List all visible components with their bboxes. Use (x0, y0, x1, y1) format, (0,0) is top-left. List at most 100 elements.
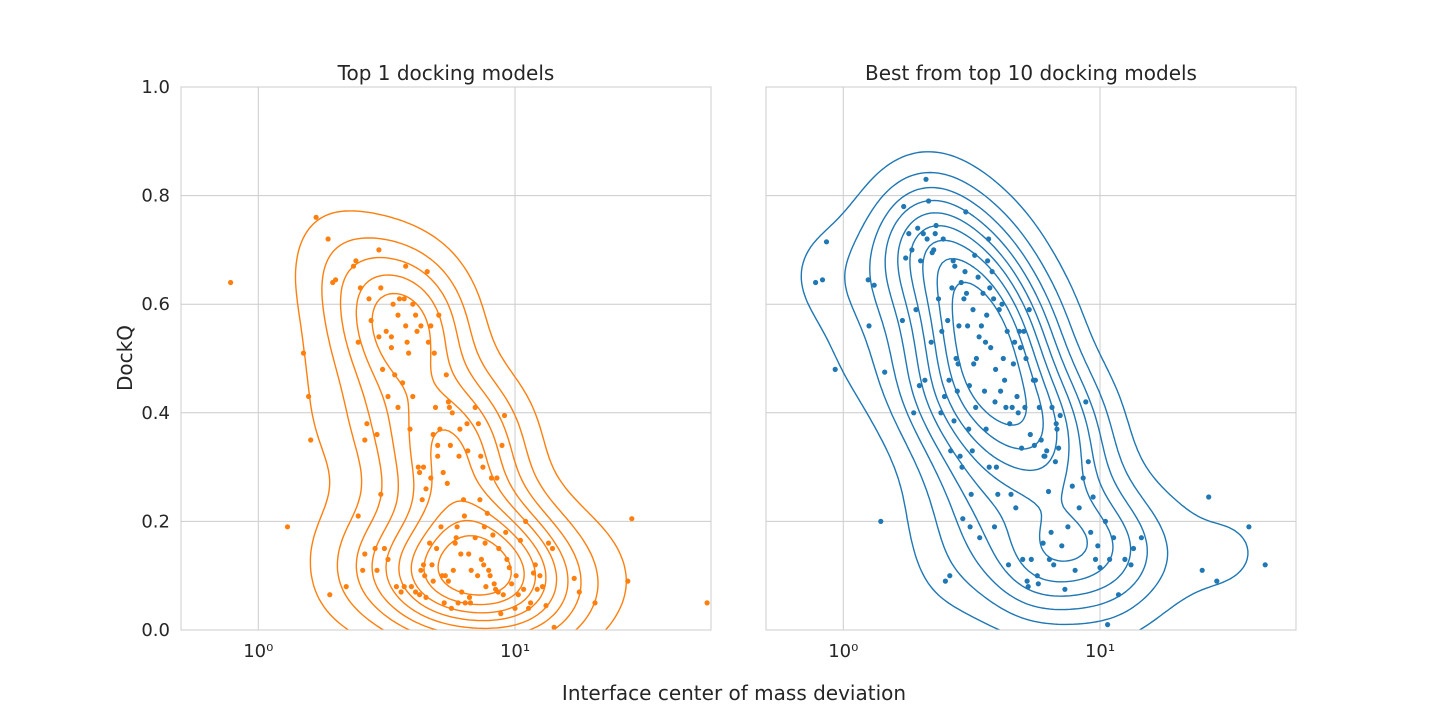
scatter-point-126 (484, 510, 490, 516)
density-contour-3 (869, 186, 1148, 611)
scatter-point-150 (1102, 518, 1108, 525)
scatter-point-36 (946, 377, 952, 383)
scatter-point-4 (865, 277, 871, 283)
scatter-point-142 (506, 565, 512, 571)
scatter-point-89 (999, 301, 1005, 307)
scatter-point-65 (973, 355, 980, 362)
scatter-point-24 (374, 431, 380, 438)
scatter-point-144 (512, 605, 518, 611)
scatter-point-38 (948, 448, 954, 454)
scatter-point-19 (920, 231, 926, 237)
scatter-point-17 (916, 383, 923, 389)
scatter-point-109 (1023, 355, 1029, 362)
scatter-point-85 (993, 464, 1000, 470)
scatter-point-16 (915, 225, 921, 231)
scatter-point-140 (1072, 567, 1078, 573)
scatter-point-48 (958, 279, 964, 286)
right-density-contours (800, 151, 1249, 630)
scatter-point-14 (911, 410, 917, 416)
scatter-point-124 (482, 540, 488, 546)
scatter-point-35 (945, 317, 951, 324)
scatter-point-99 (1012, 339, 1018, 345)
scatter-point-53 (410, 393, 416, 400)
scatter-point-99 (454, 524, 460, 530)
scatter-point-43 (953, 355, 959, 362)
scatter-point-146 (1090, 494, 1096, 500)
scatter-point-77 (986, 464, 992, 470)
density-contour-8 (423, 519, 525, 606)
scatter-point-78 (987, 285, 993, 291)
scatter-point-31 (939, 328, 945, 334)
scatter-point-87 (442, 573, 448, 579)
scatter-point-154 (534, 586, 540, 592)
scatter-point-80 (435, 453, 441, 459)
scatter-point-136 (498, 611, 504, 617)
scatter-point-131 (1052, 459, 1058, 465)
scatter-point-107 (1021, 328, 1027, 334)
scatter-point-22 (924, 236, 930, 242)
scatter-point-42 (398, 589, 404, 595)
scatter-point-133 (1054, 426, 1060, 432)
scatter-point-69 (978, 323, 985, 329)
scatter-point-102 (1015, 410, 1021, 416)
scatter-point-141 (504, 556, 510, 563)
scatter-point-93 (1004, 328, 1010, 334)
scatter-point-125 (1044, 448, 1050, 454)
scatter-point-56 (414, 328, 420, 334)
scatter-point-15 (913, 307, 919, 313)
scatter-point-30 (938, 410, 944, 416)
scatter-point-42 (952, 263, 958, 269)
left-density-contours (294, 210, 627, 630)
scatter-point-157 (1130, 545, 1137, 552)
scatter-point-95 (449, 410, 455, 416)
scatter-point-127 (486, 567, 492, 573)
scatter-point-66 (423, 486, 429, 492)
scatter-point-121 (1038, 437, 1044, 443)
scatter-point-132 (1053, 421, 1059, 427)
scatter-point-76 (986, 236, 992, 242)
scatter-point-59 (417, 469, 423, 476)
scatter-point-119 (478, 453, 484, 459)
scatter-point-94 (1005, 562, 1012, 568)
scatter-point-6 (325, 236, 331, 242)
scatter-point-152 (530, 570, 537, 576)
scatter-point-22 (372, 545, 378, 552)
scatter-point-2 (300, 350, 307, 356)
scatter-point-70 (980, 290, 986, 296)
scatter-point-115 (472, 404, 478, 410)
x-tick-label-1: 10¹ (1085, 641, 1115, 662)
scatter-point-131 (491, 581, 497, 587)
scatter-point-45 (955, 361, 961, 367)
scatter-point-150 (526, 605, 532, 611)
x-tick-label-1: 10¹ (500, 641, 530, 662)
scatter-point-97 (1009, 404, 1015, 410)
scatter-point-92 (446, 404, 452, 410)
scatter-point-81 (991, 296, 997, 302)
scatter-point-41 (396, 296, 403, 302)
scatter-point-88 (998, 388, 1004, 394)
scatter-point-13 (355, 339, 361, 345)
scatter-point-64 (420, 562, 427, 568)
y-axis-label: DockQ (113, 325, 137, 391)
scatter-point-43 (400, 380, 406, 386)
scatter-point-51 (408, 584, 414, 590)
left-x-tick-labels: 10⁰ 10¹ (243, 641, 530, 662)
scatter-point-28 (378, 285, 384, 291)
scatter-point-130 (1051, 562, 1057, 568)
scatter-point-24 (928, 339, 934, 345)
scatter-point-124 (1042, 453, 1048, 459)
scatter-point-165 (629, 516, 635, 522)
left-axes-frame (180, 86, 712, 631)
scatter-point-153 (532, 562, 538, 568)
scatter-point-161 (571, 575, 577, 582)
scatter-point-54 (963, 290, 970, 296)
scatter-point-123 (481, 524, 487, 530)
scatter-point-145 (513, 573, 519, 579)
left-y-tick-labels: 0.0 0.2 0.4 0.6 0.8 1.0 (141, 77, 170, 641)
scatter-point-120 (478, 556, 484, 563)
scatter-point-116 (1031, 442, 1037, 448)
scatter-point-46 (956, 323, 962, 329)
density-contour-7 (922, 239, 1058, 472)
scatter-point-0 (813, 279, 819, 286)
scatter-point-163 (592, 600, 598, 606)
